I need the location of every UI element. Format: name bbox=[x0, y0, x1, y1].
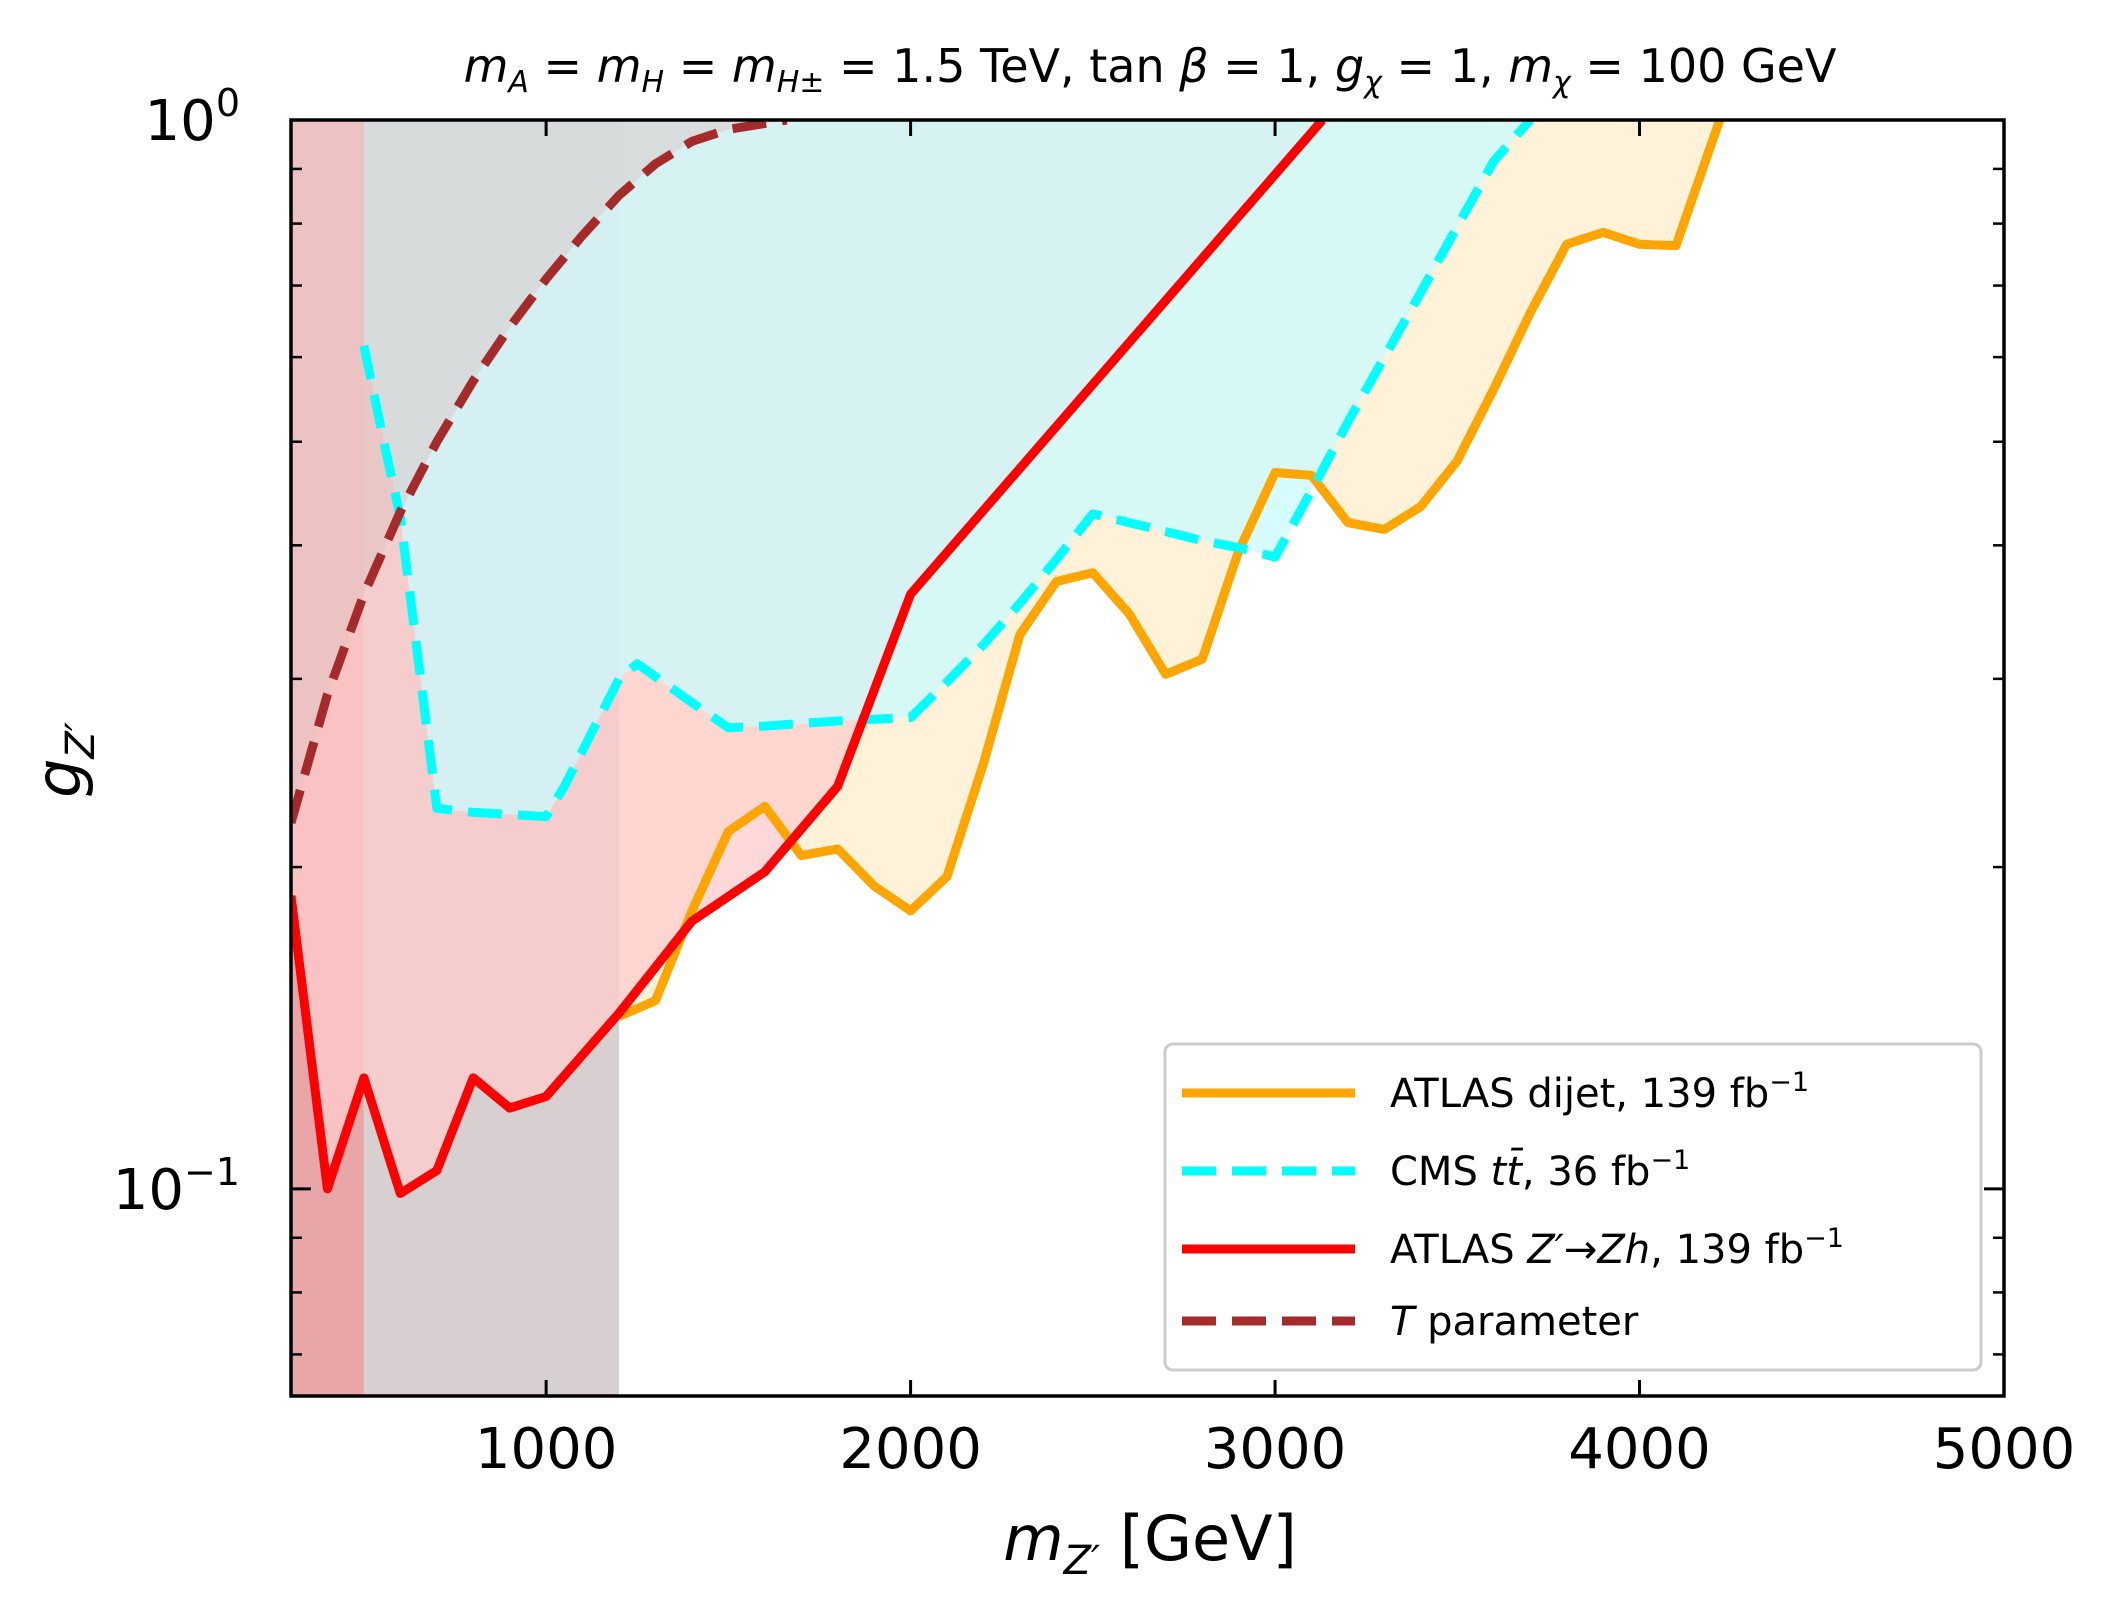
x-axis-label: mZ′ [GeV] bbox=[1003, 1502, 1297, 1584]
exclusion-lines bbox=[291, 120, 1724, 1198]
fill-cms-tt bbox=[363, 120, 1531, 817]
y-tick-label-0.1: 10−1 bbox=[113, 1150, 240, 1223]
y-tick-label-1: 100 bbox=[145, 81, 240, 154]
legend-label-t-parameter: T parameter bbox=[1390, 1299, 1639, 1345]
legend-box bbox=[1163, 1042, 1983, 1372]
legend: ATLAS dijet, 139 fb−1 CMS tt̄, 36 fb−1 A… bbox=[1163, 1042, 1983, 1372]
fill-t-parameter bbox=[291, 120, 787, 823]
x-tick-label-4000: 4000 bbox=[1568, 1417, 1711, 1482]
plot-frame bbox=[289, 118, 2006, 1398]
chart-title: mA = mH = mH± = 1.5 TeV, tan β = 1, gχ =… bbox=[464, 39, 1837, 100]
y-axis-label: gZ′ bbox=[22, 722, 104, 798]
x-tick-label-5000: 5000 bbox=[1933, 1417, 2076, 1482]
line-atlas-z-zh bbox=[291, 120, 1326, 1198]
x-tick-label-3000: 3000 bbox=[1204, 1417, 1347, 1482]
x-tick-label-2000: 2000 bbox=[839, 1417, 982, 1482]
axis-ticks: 1000 2000 3000 4000 5000 100 10−1 bbox=[113, 81, 2076, 1482]
legend-label-atlas-zh: ATLAS Z′→Zh, 139 fb−1 bbox=[1390, 1223, 1844, 1273]
line-t-parameter bbox=[291, 120, 788, 825]
legend-label-cms-ttbar: CMS tt̄, 36 fb−1 bbox=[1390, 1145, 1690, 1195]
legend-label-atlas-dijet: ATLAS dijet, 139 fb−1 bbox=[1390, 1067, 1809, 1117]
exclusion-fills bbox=[291, 120, 1720, 1396]
x-tick-label-1000: 1000 bbox=[475, 1417, 618, 1482]
